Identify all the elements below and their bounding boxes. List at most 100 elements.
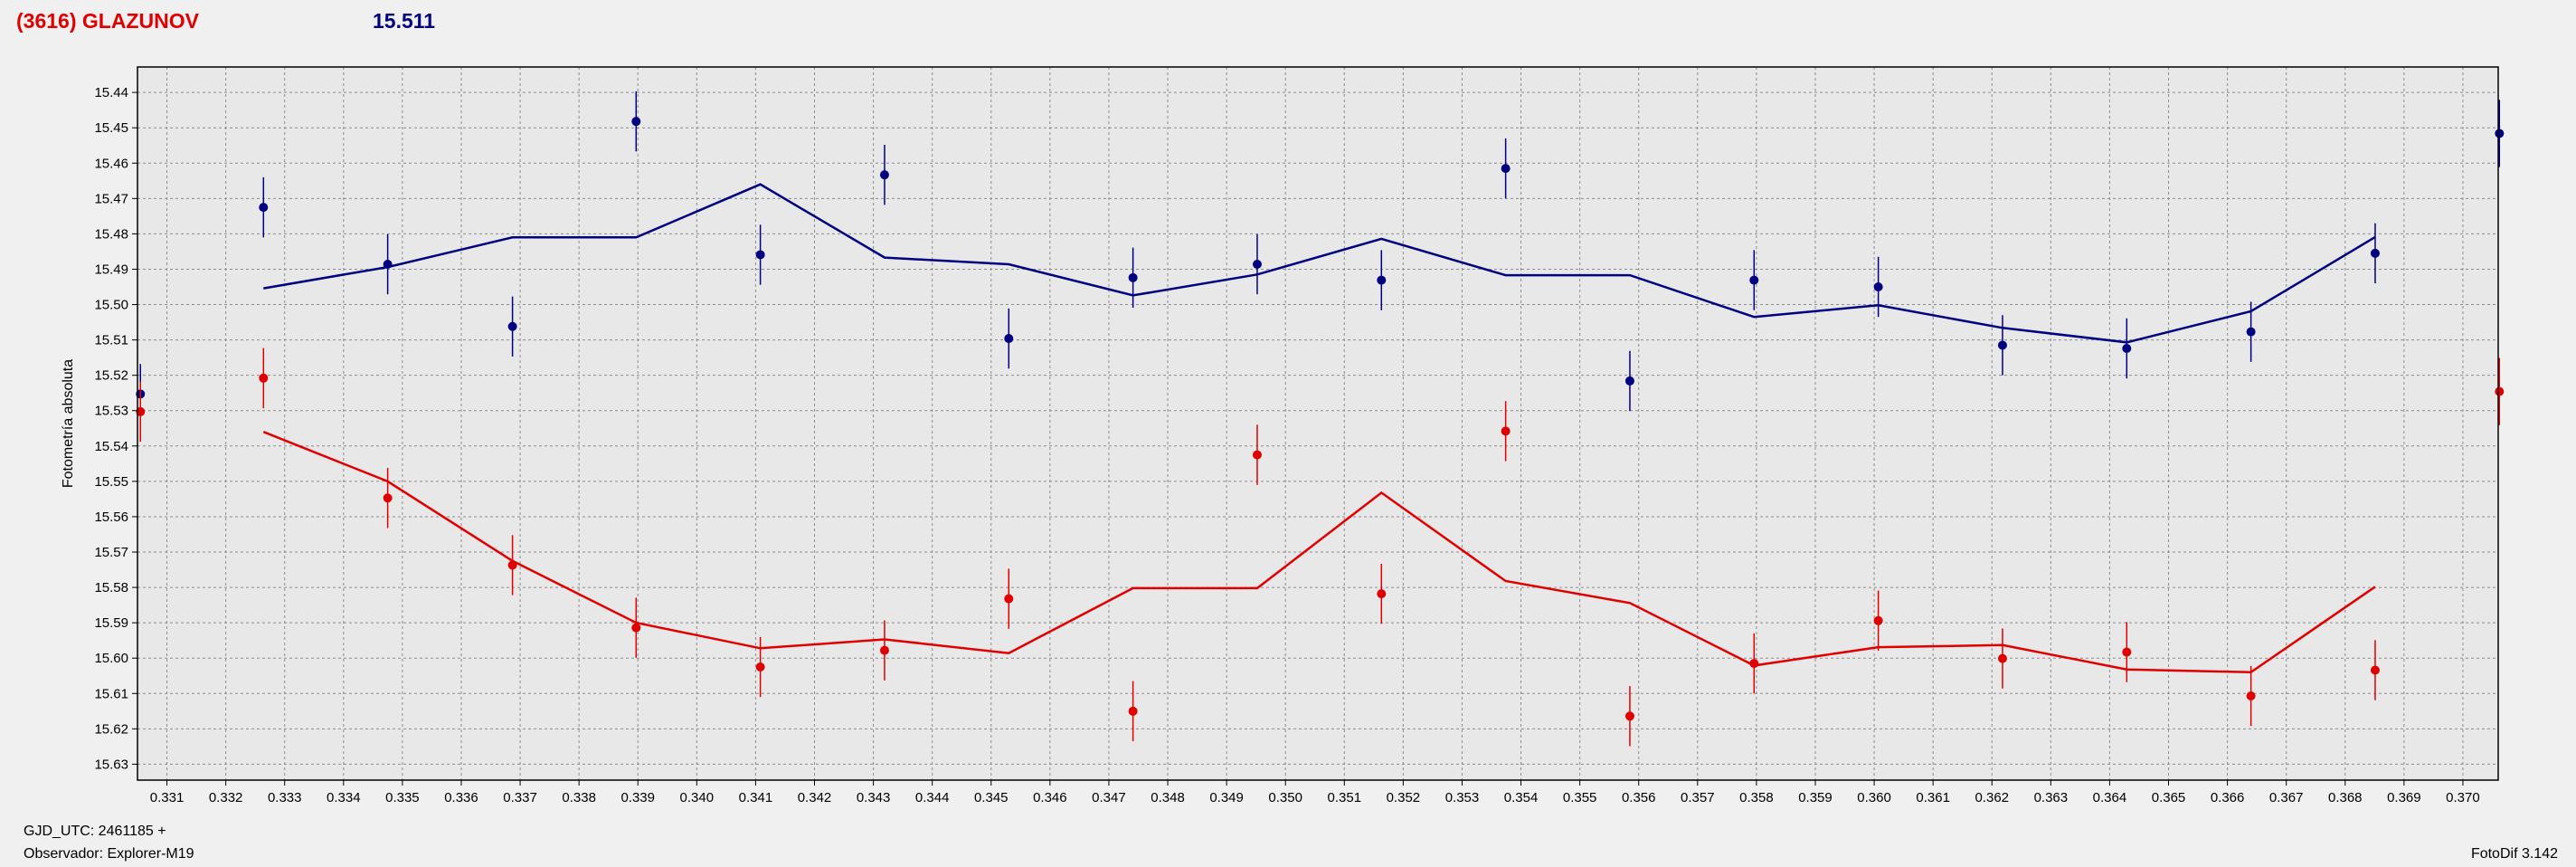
x-tick-label: 0.341 [739, 790, 773, 805]
x-tick-label: 0.342 [798, 790, 832, 805]
data-point [631, 623, 641, 633]
series-line [262, 431, 2376, 674]
y-tick-label: 15.59 [94, 615, 128, 631]
data-point [1004, 594, 1014, 604]
data-point [383, 259, 393, 269]
x-tick-label: 0.348 [1151, 790, 1185, 805]
data-point [259, 203, 269, 213]
data-point [259, 373, 269, 383]
y-tick-label: 15.55 [94, 474, 128, 490]
y-tick-label: 15.51 [94, 333, 128, 348]
data-point [1501, 164, 1511, 174]
x-tick-label: 0.351 [1328, 790, 1362, 805]
y-tick-label: 15.53 [94, 404, 128, 419]
x-tick-label: 0.340 [680, 790, 715, 805]
data-point [1997, 340, 2007, 350]
y-tick-label: 15.45 [94, 120, 128, 136]
x-tick-label: 0.332 [209, 790, 243, 805]
data-point [1377, 589, 1387, 599]
x-tick-label: 0.333 [268, 790, 302, 805]
x-tick-label: 0.356 [1622, 790, 1656, 805]
x-tick-label: 0.331 [150, 790, 185, 805]
x-tick-label: 0.345 [974, 790, 1009, 805]
series-blue [136, 91, 2505, 424]
data-point [1749, 659, 1759, 669]
data-point [1128, 706, 1138, 716]
x-tick-label: 0.336 [444, 790, 478, 805]
data-point [1624, 376, 1634, 386]
y-tick-label: 15.61 [94, 686, 128, 701]
y-tick-label: 15.62 [94, 721, 128, 737]
plot-area [137, 67, 2498, 780]
object-title: (3616) GLAZUNOV [16, 9, 199, 33]
data-point [1873, 615, 1883, 625]
x-tick-label: 0.347 [1092, 790, 1126, 805]
x-tick-label: 0.335 [385, 790, 420, 805]
plot-frame [137, 66, 2499, 781]
y-tick-label: 15.46 [94, 156, 128, 171]
mean-magnitude: 15.511 [373, 9, 436, 33]
x-tick-label: 0.357 [1681, 790, 1715, 805]
data-point [2495, 129, 2505, 138]
y-tick-label: 15.56 [94, 510, 128, 525]
y-tick-label: 15.47 [94, 191, 128, 206]
data-point [631, 117, 641, 127]
x-tick-label: 0.338 [562, 790, 596, 805]
data-point [2246, 691, 2256, 701]
gjd-label: GJD_UTC: 2461185 + [24, 824, 166, 839]
x-tick-label: 0.368 [2328, 790, 2363, 805]
y-tick-label: 15.54 [94, 439, 128, 454]
x-tick-label: 0.344 [915, 790, 950, 805]
x-tick-label: 0.369 [2387, 790, 2421, 805]
x-tick-label: 0.370 [2446, 790, 2480, 805]
data-point [1997, 653, 2007, 663]
y-tick-label: 15.44 [94, 85, 128, 100]
data-point [2122, 343, 2132, 353]
x-tick-label: 0.358 [1739, 790, 1774, 805]
x-tick-label: 0.363 [2034, 790, 2069, 805]
data-point [755, 662, 765, 672]
software-version: FotoDif 3.142 [2470, 846, 2558, 862]
data-point [1377, 275, 1387, 285]
x-tick-label: 0.355 [1563, 790, 1597, 805]
data-series [136, 91, 2505, 747]
data-point [2122, 647, 2132, 657]
data-point [2246, 327, 2256, 337]
x-tick-label: 0.367 [2269, 790, 2304, 805]
y-tick-label: 15.48 [94, 226, 128, 242]
axis-ticks: 0.331 0.332 0.333 0.334 0.335 0.336 0.337 0.338… [94, 85, 2479, 805]
data-point [879, 645, 889, 655]
series-red [136, 348, 2505, 747]
data-point [1128, 272, 1138, 282]
data-point [1252, 450, 1262, 460]
y-tick-label: 15.57 [94, 545, 128, 560]
x-tick-label: 0.339 [620, 790, 655, 805]
x-tick-label: 0.346 [1033, 790, 1067, 805]
data-point [1624, 711, 1634, 721]
grid-lines [137, 67, 2498, 780]
data-point [136, 406, 146, 416]
y-tick-label: 15.58 [94, 580, 128, 595]
observer-label: Observador: Explorer-M19 [24, 846, 194, 862]
data-point [2370, 665, 2380, 675]
y-tick-label: 15.60 [94, 651, 128, 666]
x-tick-label: 0.359 [1798, 790, 1833, 805]
series-line [263, 183, 2376, 344]
y-tick-label: 15.50 [94, 298, 128, 313]
y-tick-label: 15.49 [94, 262, 128, 277]
data-point [507, 560, 517, 570]
data-point [879, 170, 889, 180]
data-point [755, 250, 765, 260]
data-point [1004, 334, 1014, 344]
x-tick-label: 0.337 [503, 790, 537, 805]
data-point [383, 493, 393, 503]
data-point [2370, 248, 2380, 258]
x-tick-label: 0.354 [1504, 790, 1539, 805]
x-tick-label: 0.343 [857, 790, 891, 805]
x-tick-label: 0.366 [2211, 790, 2245, 805]
y-tick-label: 15.52 [94, 368, 128, 384]
data-point [1501, 426, 1511, 436]
data-point [1252, 259, 1262, 269]
x-tick-label: 0.350 [1268, 790, 1302, 805]
